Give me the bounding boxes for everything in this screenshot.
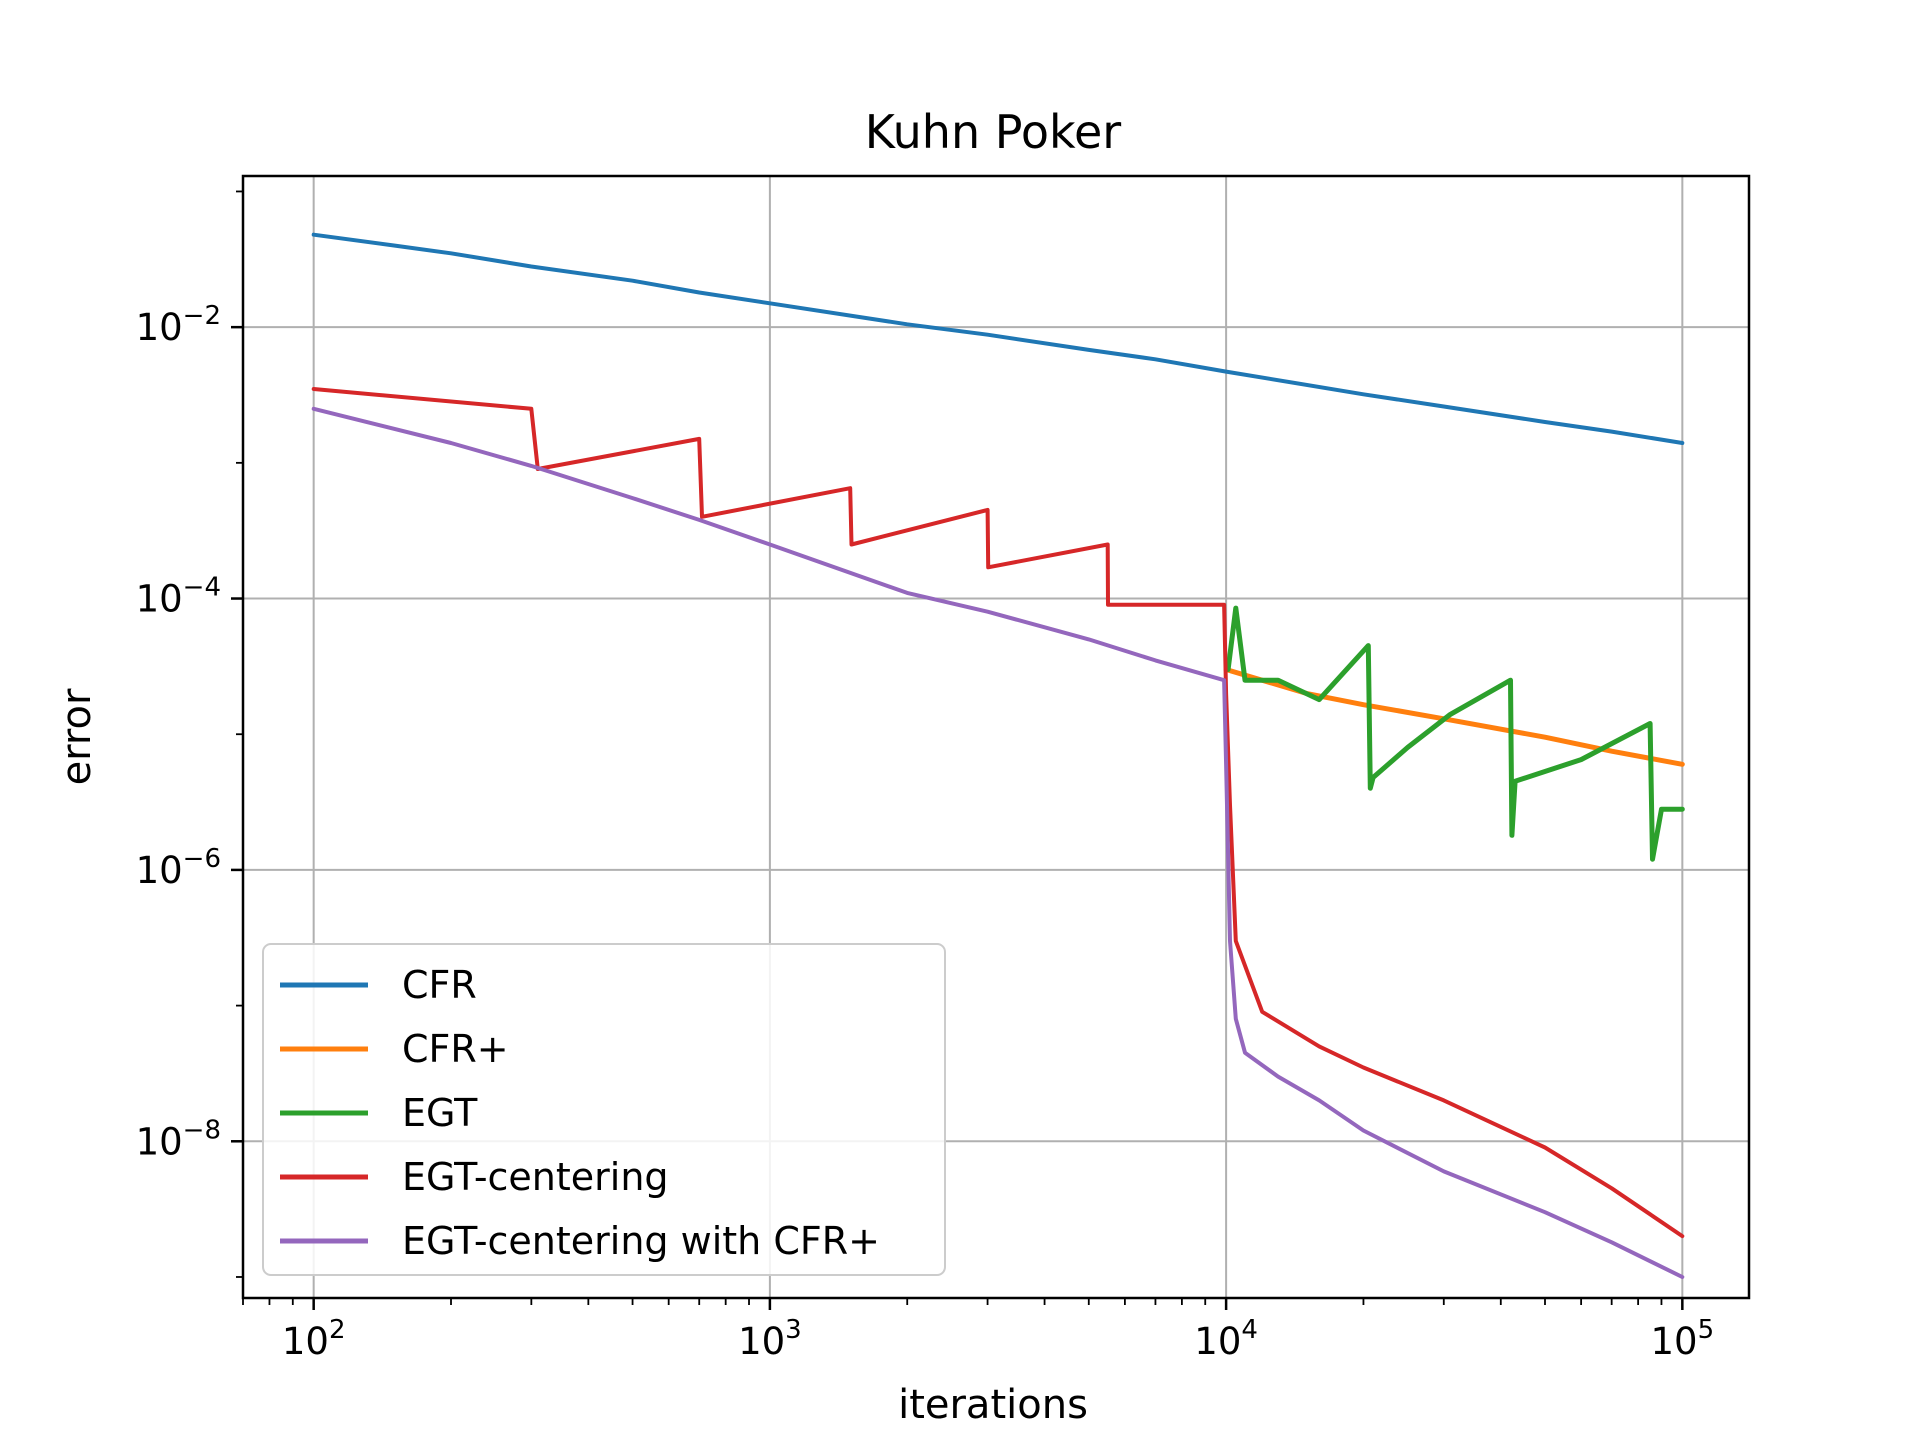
plot-series	[311, 232, 1685, 1279]
y-axis-label: error	[54, 688, 100, 785]
series-line-egt-centering-with-cfr-	[311, 406, 1685, 1279]
legend-label: EGT-centering with CFR+	[402, 1219, 880, 1263]
x-axis-label: iterations	[898, 1382, 1088, 1428]
y-tick-label: 10−4	[136, 573, 221, 621]
y-tick-label: 10−8	[136, 1115, 221, 1163]
legend-label: EGT	[402, 1091, 478, 1135]
grid-lines	[243, 176, 1749, 1298]
legend-label: CFR+	[402, 1027, 509, 1071]
legend: CFR CFR+ EGT EGT-centering EGT-centering wit…	[262, 943, 946, 1276]
series-line-cfr-	[1223, 667, 1685, 767]
x-tick-label: 104	[1194, 1315, 1258, 1363]
series-line-egt	[1225, 605, 1685, 862]
series-line-cfr	[311, 232, 1685, 445]
x-tick-label: 103	[738, 1315, 802, 1363]
legend-label: EGT-centering	[402, 1155, 669, 1199]
y-tick-label: 10−6	[136, 844, 221, 892]
legend-box	[262, 943, 946, 1276]
plot-frame	[241, 174, 1751, 1300]
series-line-egt-centering	[311, 387, 1685, 1239]
y-tick-label: 10−2	[136, 301, 221, 349]
chart-title: Kuhn Poker	[865, 105, 1122, 159]
x-tick-label: 102	[282, 1315, 346, 1363]
x-tick-label: 105	[1651, 1315, 1715, 1363]
axis-ticks: 102 103 104 105 10−2 10−4 10−6 10−8	[136, 190, 1715, 1363]
legend-label: CFR	[402, 963, 477, 1007]
